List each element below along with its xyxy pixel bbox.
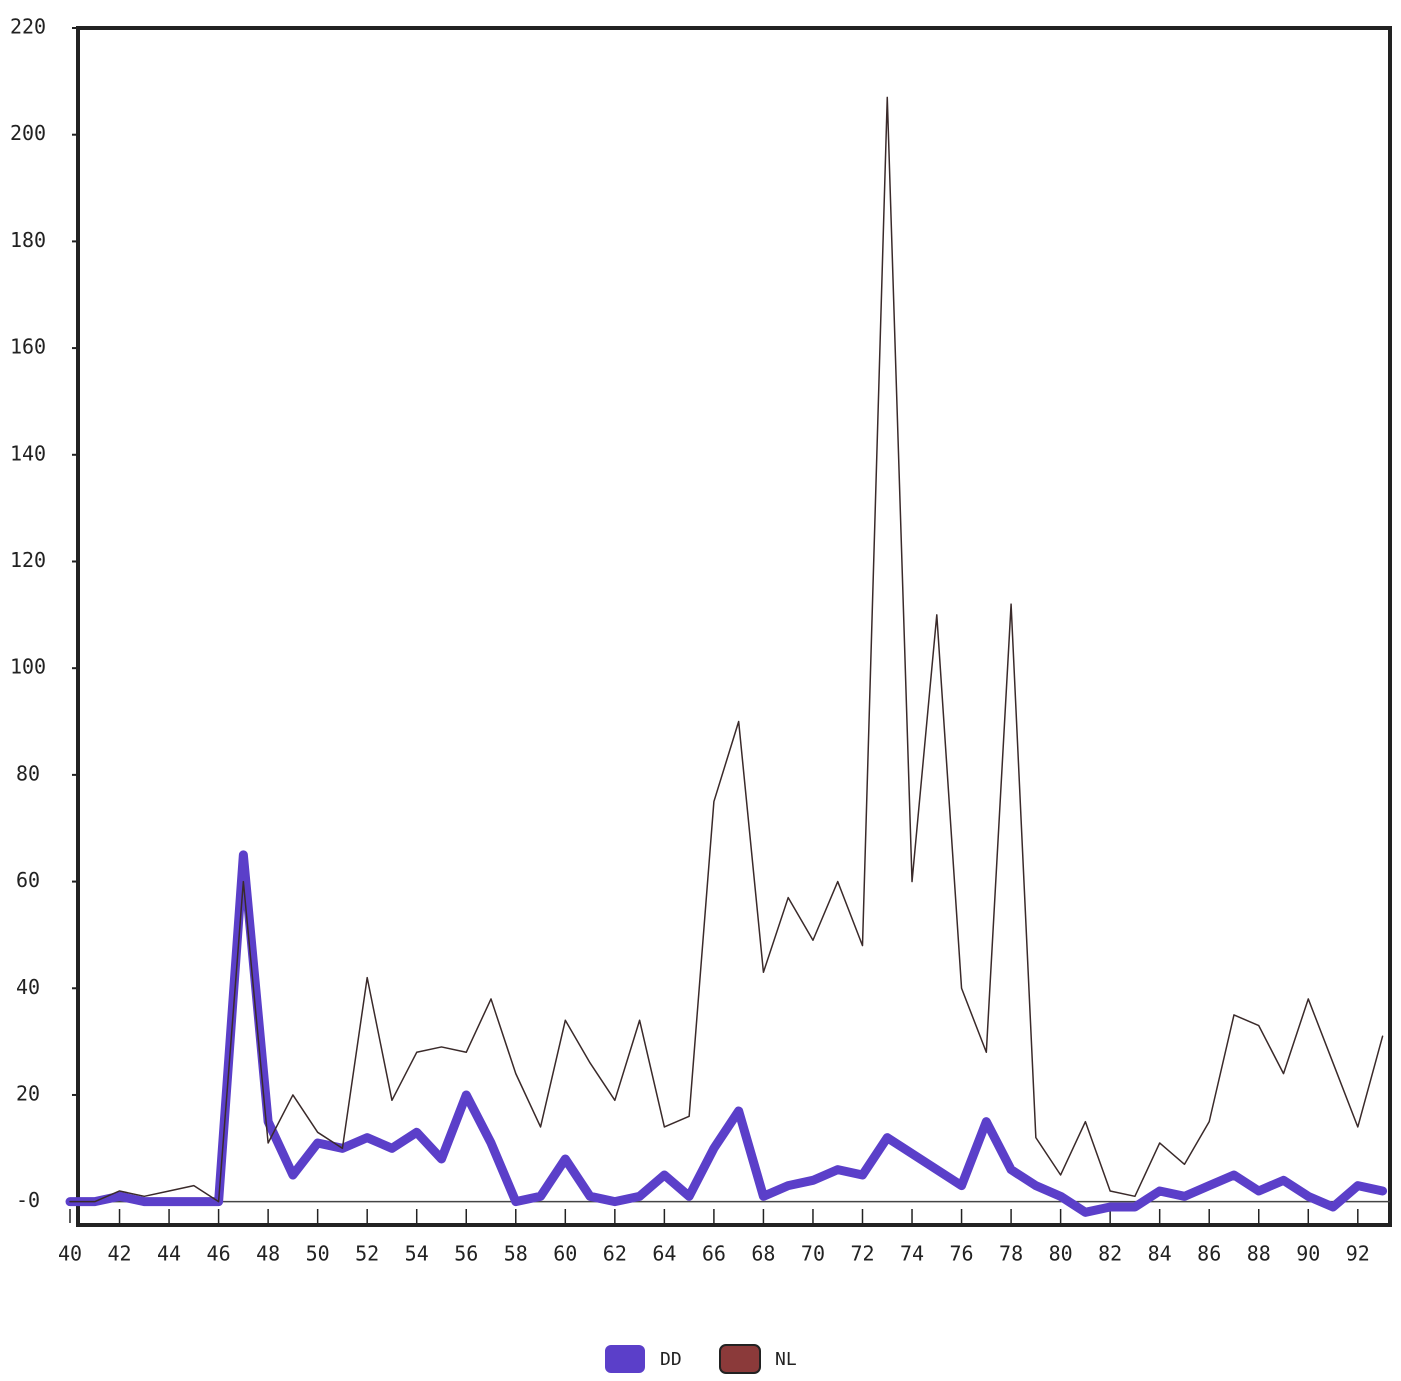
x-tick-label: 54 — [405, 1242, 429, 1266]
x-tick-label: 74 — [900, 1242, 924, 1266]
x-tick-label: 58 — [504, 1242, 528, 1266]
x-tick-label: 92 — [1346, 1242, 1370, 1266]
y-tick-label: 60 — [16, 868, 40, 892]
x-tick-label: 64 — [652, 1242, 676, 1266]
y-tick-label: 120 — [10, 548, 46, 572]
x-tick-label: 70 — [801, 1242, 825, 1266]
x-tick-label: 42 — [107, 1242, 131, 1266]
y-tick-label: 80 — [16, 761, 40, 785]
x-tick-label: 68 — [751, 1242, 775, 1266]
y-tick-label: 40 — [16, 975, 40, 999]
x-tick-label: 88 — [1247, 1242, 1271, 1266]
x-tick-label: 48 — [256, 1242, 280, 1266]
y-tick-label: 100 — [10, 655, 46, 679]
y-tick-label: 180 — [10, 228, 46, 252]
x-tick-label: 52 — [355, 1242, 379, 1266]
legend-swatch — [719, 1344, 761, 1374]
x-tick-label: 60 — [553, 1242, 577, 1266]
y-tick-label: -0 — [16, 1188, 40, 1212]
legend-label: DD — [660, 1349, 682, 1370]
x-tick-label: 72 — [850, 1242, 874, 1266]
legend-swatch — [605, 1345, 645, 1373]
y-tick-label: 160 — [10, 335, 46, 359]
series-line — [69, 96, 1384, 1203]
x-tick-label: 62 — [603, 1242, 627, 1266]
series-line — [65, 850, 1388, 1217]
x-tick-label: 40 — [58, 1242, 82, 1266]
x-tick-label: 56 — [454, 1242, 478, 1266]
x-tick-label: 76 — [950, 1242, 974, 1266]
x-tick-label: 78 — [999, 1242, 1023, 1266]
x-tick-label: 44 — [157, 1242, 181, 1266]
x-tick-label: 90 — [1296, 1242, 1320, 1266]
y-tick-label: 20 — [16, 1081, 40, 1105]
legend-label: NL — [775, 1349, 797, 1370]
x-tick-label: 66 — [702, 1242, 726, 1266]
x-tick-label: 50 — [306, 1242, 330, 1266]
y-tick-label: 140 — [10, 441, 46, 465]
x-tick-label: 82 — [1098, 1242, 1122, 1266]
x-tick-label: 86 — [1197, 1242, 1221, 1266]
x-tick-label: 46 — [207, 1242, 231, 1266]
x-tick-label: 84 — [1148, 1242, 1172, 1266]
y-tick-label: 220 — [10, 15, 46, 39]
y-tick-label: 200 — [10, 121, 46, 145]
x-tick-label: 80 — [1049, 1242, 1073, 1266]
plot-frame — [76, 26, 1392, 1227]
